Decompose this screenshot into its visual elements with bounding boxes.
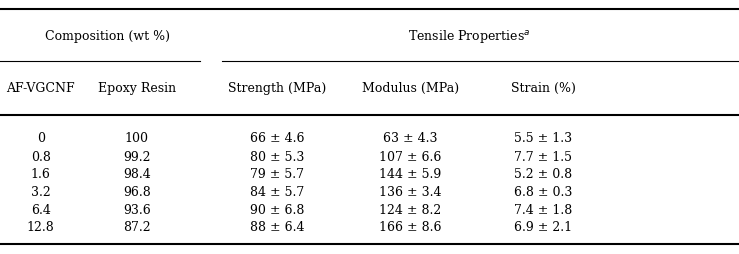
Text: 124 ± 8.2: 124 ± 8.2	[379, 204, 441, 217]
Text: Epoxy Resin: Epoxy Resin	[98, 82, 176, 96]
Text: 63 ± 4.3: 63 ± 4.3	[383, 132, 437, 145]
Text: 87.2: 87.2	[123, 221, 151, 234]
Text: 5.5 ± 1.3: 5.5 ± 1.3	[514, 132, 572, 145]
Text: 0.8: 0.8	[31, 151, 50, 164]
Text: 100: 100	[125, 132, 149, 145]
Text: 0: 0	[37, 132, 44, 145]
Text: 7.4 ± 1.8: 7.4 ± 1.8	[514, 204, 572, 217]
Text: 136 ± 3.4: 136 ± 3.4	[379, 186, 441, 199]
Text: AF-VGCNF: AF-VGCNF	[7, 82, 75, 96]
Text: 80 ± 5.3: 80 ± 5.3	[250, 151, 304, 164]
Text: 88 ± 6.4: 88 ± 6.4	[250, 221, 304, 234]
Text: 84 ± 5.7: 84 ± 5.7	[250, 186, 304, 199]
Text: 166 ± 8.6: 166 ± 8.6	[379, 221, 441, 234]
Text: 79 ± 5.7: 79 ± 5.7	[250, 168, 304, 181]
Text: 3.2: 3.2	[31, 186, 50, 199]
Text: 107 ± 6.6: 107 ± 6.6	[379, 151, 441, 164]
Text: 96.8: 96.8	[123, 186, 151, 199]
Text: 7.7 ± 1.5: 7.7 ± 1.5	[514, 151, 572, 164]
Text: 6.4: 6.4	[31, 204, 50, 217]
Text: Tensile Properties$^{a}$: Tensile Properties$^{a}$	[408, 28, 531, 45]
Text: Strength (MPa): Strength (MPa)	[228, 82, 326, 96]
Text: Composition (wt %): Composition (wt %)	[44, 30, 170, 43]
Text: Strain (%): Strain (%)	[511, 82, 576, 96]
Text: 12.8: 12.8	[27, 221, 55, 234]
Text: 66 ± 4.6: 66 ± 4.6	[250, 132, 304, 145]
Text: 6.9 ± 2.1: 6.9 ± 2.1	[514, 221, 572, 234]
Text: 90 ± 6.8: 90 ± 6.8	[250, 204, 304, 217]
Text: 5.2 ± 0.8: 5.2 ± 0.8	[514, 168, 572, 181]
Text: 6.8 ± 0.3: 6.8 ± 0.3	[514, 186, 572, 199]
Text: 144 ± 5.9: 144 ± 5.9	[379, 168, 441, 181]
Text: Modulus (MPa): Modulus (MPa)	[361, 82, 459, 96]
Text: 99.2: 99.2	[123, 151, 151, 164]
Text: 98.4: 98.4	[123, 168, 151, 181]
Text: 93.6: 93.6	[123, 204, 151, 217]
Text: 1.6: 1.6	[31, 168, 50, 181]
